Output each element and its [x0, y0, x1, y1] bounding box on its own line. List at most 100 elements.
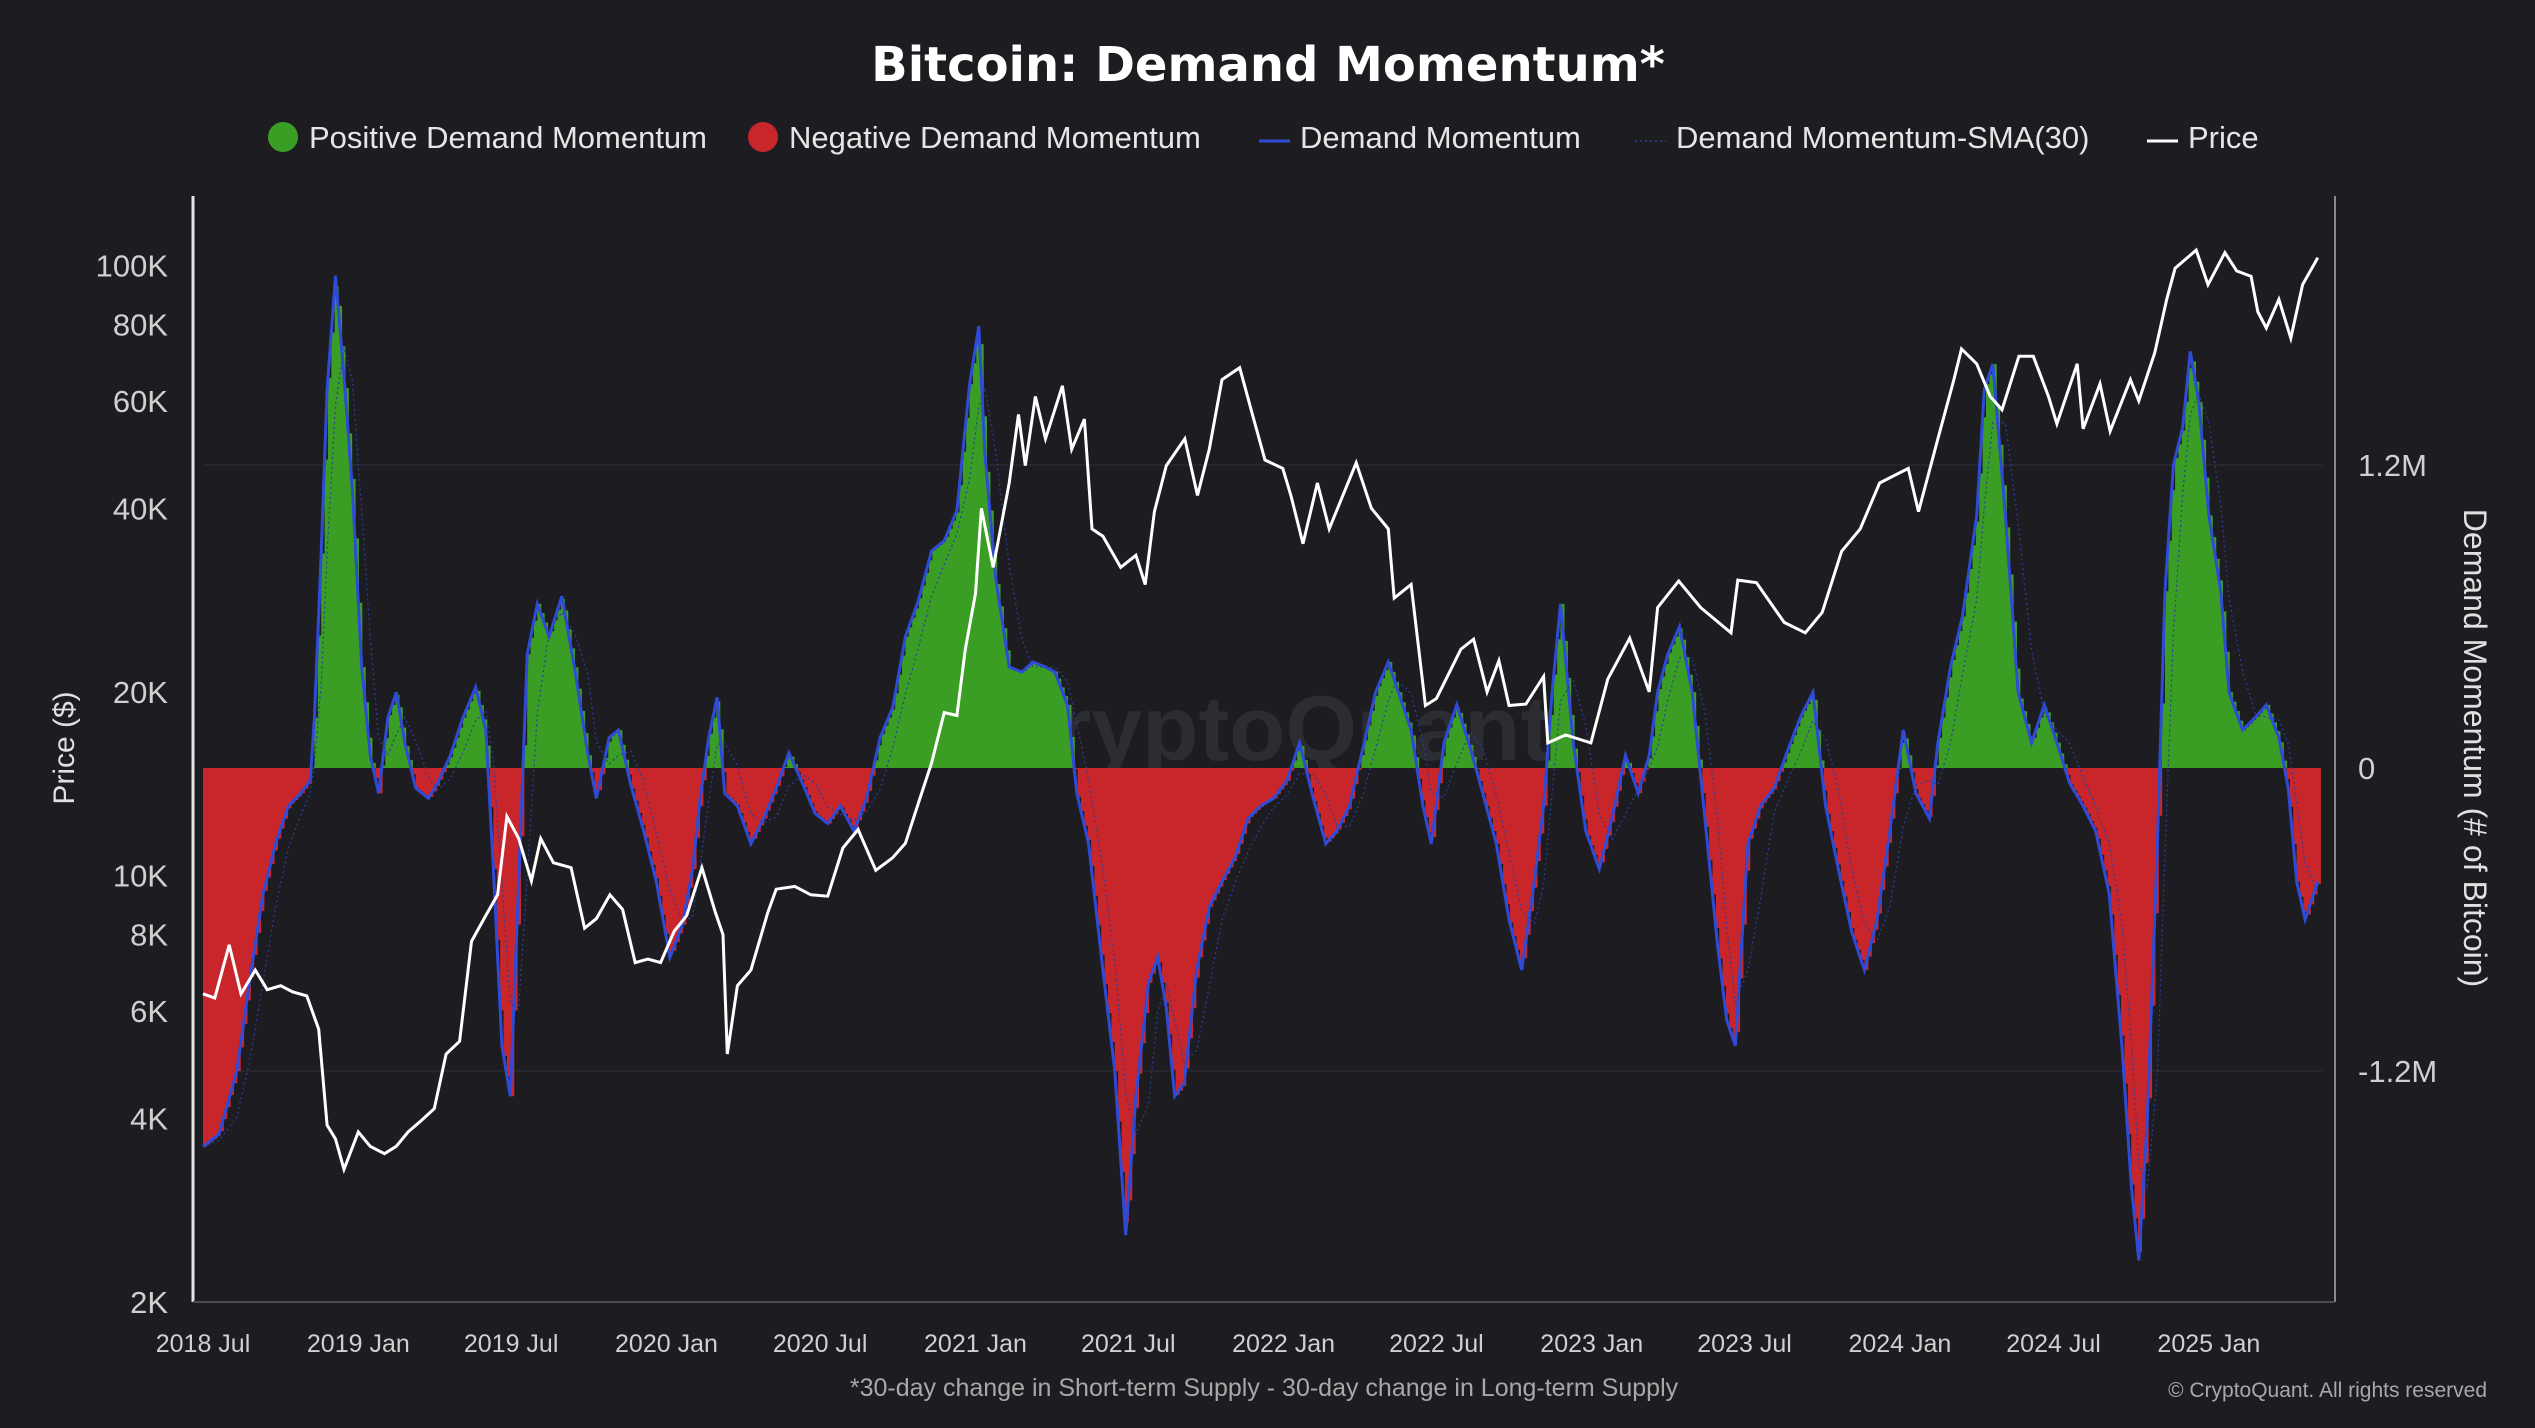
bar — [2016, 668, 2021, 768]
bar — [287, 768, 292, 809]
bar — [2077, 768, 2082, 796]
bar — [1212, 768, 1217, 901]
bar — [1492, 768, 1497, 832]
bar — [1232, 768, 1237, 862]
bar — [1796, 726, 1801, 768]
bar — [638, 768, 643, 813]
bar — [1388, 661, 1393, 768]
bar — [1587, 768, 1592, 836]
bar — [1705, 768, 1710, 827]
bar — [614, 732, 619, 768]
y-left-tick-label: 100K — [96, 249, 169, 284]
bar — [682, 768, 687, 925]
bar — [513, 768, 518, 1011]
bar — [685, 768, 690, 907]
bar — [1489, 768, 1494, 819]
bar — [1135, 768, 1139, 1108]
bar — [1675, 636, 1680, 768]
bar — [1381, 678, 1386, 768]
bar — [1803, 710, 1808, 768]
bar — [1901, 742, 1906, 768]
bar — [1395, 682, 1400, 768]
bar — [581, 710, 586, 768]
bar — [331, 332, 336, 768]
bar — [1823, 768, 1828, 791]
legend-label-0: Positive Demand Momentum — [309, 120, 707, 155]
bar — [1047, 667, 1052, 768]
bar — [1948, 677, 1953, 768]
bar — [844, 768, 849, 814]
bar — [1124, 768, 1129, 1223]
bar — [2276, 731, 2281, 768]
bar — [1526, 768, 1531, 935]
bar — [881, 733, 886, 768]
bar — [2029, 736, 2034, 768]
bar — [1145, 768, 1150, 1013]
bar — [459, 727, 464, 768]
bar — [1962, 616, 1967, 768]
x-tick-label: 2022 Jan — [1232, 1330, 1335, 1358]
bar — [1607, 768, 1612, 836]
bar — [1111, 768, 1116, 1043]
bar — [956, 512, 961, 768]
bar — [2188, 368, 2193, 768]
bar — [1982, 417, 1987, 768]
bar — [206, 768, 211, 1145]
bar — [1604, 768, 1609, 849]
bar — [935, 547, 940, 768]
bar — [766, 768, 771, 811]
bar — [1138, 768, 1143, 1074]
x-tick-label: 2024 Jul — [2006, 1330, 2101, 1358]
bar — [209, 768, 214, 1142]
bar — [1992, 364, 1997, 768]
bar — [1712, 768, 1717, 895]
bar — [1496, 768, 1501, 844]
bar — [1313, 768, 1318, 802]
bar — [2256, 716, 2261, 768]
bar — [1725, 768, 1730, 1014]
bar — [1769, 768, 1774, 794]
bar — [804, 768, 809, 788]
y-left-tick-label: 8K — [130, 918, 168, 953]
bar — [1020, 671, 1025, 768]
bar — [1847, 768, 1852, 913]
bar — [577, 688, 582, 768]
y-left-tick-labels: 2K 4K 6K 8K 10K 20K 40K 60K 80K 100K — [96, 249, 169, 1320]
legend: Positive Demand Momentum Negative Demand … — [268, 120, 2259, 155]
bar — [929, 560, 934, 768]
bar — [2175, 458, 2180, 768]
bar — [2080, 768, 2085, 802]
bar — [466, 709, 471, 768]
bar — [2114, 768, 2119, 955]
bar — [250, 768, 255, 978]
bar — [344, 387, 349, 768]
bar — [1969, 568, 1974, 768]
bar — [2273, 722, 2278, 768]
bar — [263, 768, 268, 891]
bar — [398, 707, 403, 768]
bar — [2023, 711, 2028, 768]
bar — [1297, 750, 1302, 768]
bar — [618, 730, 623, 768]
bar — [1752, 768, 1757, 829]
bar — [709, 733, 714, 768]
bar — [2306, 768, 2311, 915]
bar — [1513, 768, 1518, 937]
bar — [243, 768, 248, 1024]
bar — [1756, 768, 1761, 819]
bar — [662, 768, 667, 915]
bar — [949, 528, 954, 768]
bar — [1432, 768, 1437, 838]
bar — [1911, 768, 1916, 773]
bar — [1678, 628, 1683, 768]
bar — [493, 768, 498, 869]
x-tick-label: 2021 Jan — [924, 1330, 1027, 1358]
bar — [1715, 768, 1720, 928]
bar — [425, 768, 430, 797]
bar — [354, 538, 359, 768]
bar — [854, 768, 859, 829]
bar — [1050, 669, 1055, 768]
bar — [1199, 768, 1204, 958]
bar — [1185, 768, 1190, 1069]
bar — [594, 768, 599, 790]
